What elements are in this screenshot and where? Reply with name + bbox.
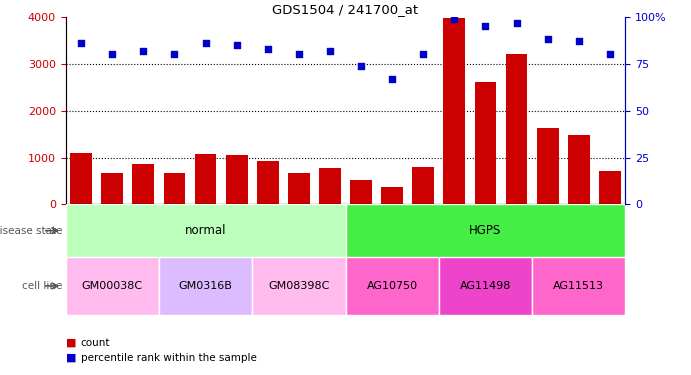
Bar (594, 204, 625, 255)
Text: GSM88314: GSM88314 (294, 207, 303, 256)
Bar (470, 204, 501, 255)
Bar (70, 153, 92, 204)
Text: AG11498: AG11498 (460, 281, 511, 291)
Point (231, 42, 242, 48)
Text: GSM88312: GSM88312 (232, 207, 241, 256)
Text: GSM88306: GSM88306 (605, 207, 614, 256)
Bar (381, 187, 403, 204)
Bar (314, 204, 346, 255)
Point (324, 48, 335, 54)
Bar (283, 204, 314, 255)
Bar (599, 171, 621, 204)
Point (480, 23, 491, 29)
Point (75, 40, 86, 46)
Bar (102, 172, 123, 204)
Bar (346, 257, 439, 315)
Bar (408, 204, 439, 255)
Text: cell line: cell line (22, 281, 62, 291)
Bar (66, 204, 346, 257)
Bar (377, 204, 408, 255)
Bar (501, 204, 532, 255)
Point (573, 38, 584, 44)
Text: count: count (81, 338, 111, 348)
Text: GSM88308: GSM88308 (108, 207, 117, 256)
Bar (252, 257, 346, 315)
Bar (439, 257, 532, 315)
Bar (319, 168, 341, 204)
Text: GSM88298: GSM88298 (357, 207, 366, 256)
Bar (439, 204, 470, 255)
Point (169, 51, 180, 57)
Bar (350, 180, 372, 204)
Bar (563, 204, 594, 255)
Point (138, 48, 149, 54)
Bar (413, 167, 434, 204)
Text: ■: ■ (66, 353, 76, 363)
Text: GSM88300: GSM88300 (419, 207, 428, 256)
Point (604, 51, 615, 57)
Text: percentile rank within the sample: percentile rank within the sample (81, 353, 257, 363)
Point (293, 51, 304, 57)
Text: GM0316B: GM0316B (179, 281, 232, 291)
Text: ■: ■ (66, 338, 76, 348)
Text: GSM88310: GSM88310 (170, 207, 179, 256)
Bar (257, 161, 278, 204)
Bar (133, 164, 154, 204)
Text: GSM88309: GSM88309 (139, 207, 148, 256)
Bar (346, 204, 625, 257)
Point (417, 51, 428, 57)
Point (542, 36, 553, 42)
Bar (252, 204, 283, 255)
Bar (221, 204, 252, 255)
Bar (532, 257, 625, 315)
Bar (532, 204, 563, 255)
Text: GSM88303: GSM88303 (512, 207, 521, 256)
Bar (288, 172, 310, 204)
Text: GM08398C: GM08398C (268, 281, 330, 291)
Text: GM00038C: GM00038C (82, 281, 143, 291)
Text: GSM88301: GSM88301 (450, 207, 459, 256)
Bar (128, 204, 159, 255)
Text: GSM88311: GSM88311 (201, 207, 210, 256)
Bar (226, 155, 247, 204)
Bar (97, 204, 128, 255)
Text: GSM88299: GSM88299 (388, 207, 397, 256)
Text: HGPS: HGPS (469, 224, 502, 237)
Bar (195, 154, 216, 204)
Bar (190, 204, 221, 255)
Point (262, 46, 273, 52)
Text: GSM88305: GSM88305 (574, 207, 583, 256)
Text: normal: normal (184, 224, 227, 237)
Title: GDS1504 / 241700_at: GDS1504 / 241700_at (272, 3, 419, 16)
Bar (444, 18, 465, 204)
Bar (159, 257, 252, 315)
Point (448, 16, 460, 22)
Text: GSM88313: GSM88313 (263, 207, 272, 256)
Bar (66, 257, 159, 315)
Point (106, 51, 117, 57)
Text: AG10750: AG10750 (367, 281, 417, 291)
Text: GSM88307: GSM88307 (77, 207, 86, 256)
Text: AG11513: AG11513 (553, 281, 604, 291)
Bar (537, 128, 558, 204)
Text: disease state: disease state (0, 226, 62, 236)
Text: GSM88304: GSM88304 (543, 207, 552, 256)
Point (511, 20, 522, 26)
Bar (346, 204, 377, 255)
Bar (506, 54, 527, 204)
Text: GSM88302: GSM88302 (481, 207, 490, 256)
Bar (475, 82, 496, 204)
Point (386, 76, 397, 82)
Text: GSM88315: GSM88315 (325, 207, 334, 256)
Bar (164, 172, 185, 204)
Bar (66, 204, 97, 255)
Point (200, 40, 211, 46)
Point (355, 63, 366, 69)
Bar (568, 135, 589, 204)
Bar (159, 204, 190, 255)
